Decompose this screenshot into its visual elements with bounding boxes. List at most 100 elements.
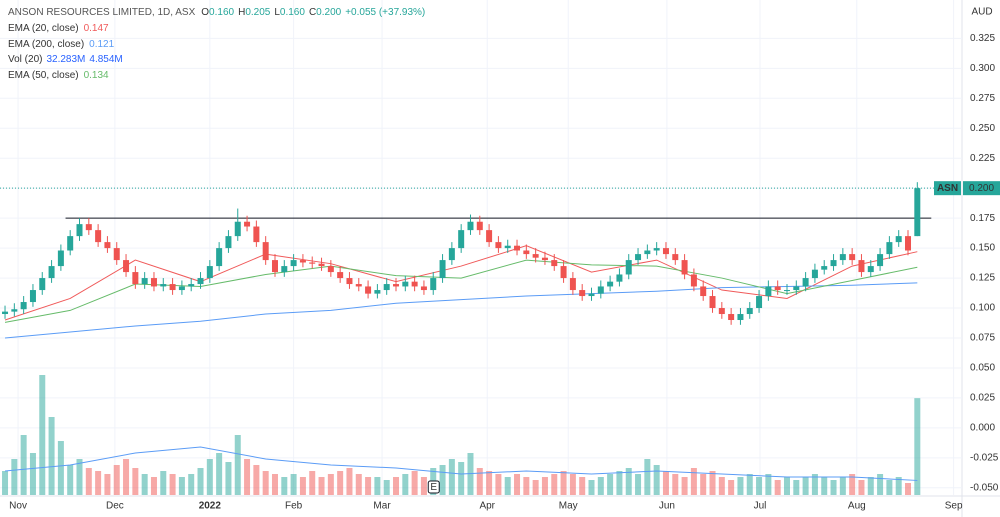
volume-bar bbox=[709, 471, 716, 495]
volume-bar bbox=[625, 468, 632, 495]
ohlc-value: 0.160 bbox=[209, 7, 234, 18]
legend-value: 0.147 bbox=[84, 23, 109, 34]
volume-bar bbox=[793, 480, 800, 495]
candle-body bbox=[579, 290, 586, 297]
y-tick-label: -0.025 bbox=[970, 452, 999, 463]
candle-body bbox=[402, 281, 409, 287]
candle-body bbox=[383, 284, 390, 291]
y-tick-label: 0.150 bbox=[970, 243, 995, 254]
volume-bar bbox=[560, 471, 567, 495]
volume-bar bbox=[867, 477, 874, 495]
candle-body bbox=[560, 266, 567, 279]
candle-body bbox=[774, 286, 781, 291]
volume-bar bbox=[607, 474, 614, 495]
candle-body bbox=[346, 278, 353, 285]
volume-bar bbox=[271, 474, 278, 495]
legend-row: EMA (50, close) 0.134 bbox=[8, 70, 109, 81]
volume-bar bbox=[95, 471, 102, 495]
candle-body bbox=[48, 266, 55, 279]
volume-bar bbox=[318, 477, 325, 495]
volume-bar bbox=[244, 459, 251, 495]
legend-name: Vol (20) bbox=[8, 54, 42, 65]
volume-bar bbox=[346, 468, 353, 495]
candle-body bbox=[411, 281, 418, 287]
volume-bar bbox=[299, 477, 306, 495]
y-tick-label: 0.000 bbox=[970, 423, 995, 434]
change: +0.055 (+37.93%) bbox=[345, 7, 425, 18]
legend-value: 0.134 bbox=[84, 70, 109, 81]
volume-bar bbox=[811, 474, 818, 495]
volume-bar bbox=[504, 477, 511, 495]
volume-bar bbox=[383, 480, 390, 495]
volume-bar bbox=[169, 474, 176, 495]
candle-body bbox=[709, 296, 716, 309]
candle-body bbox=[700, 286, 707, 297]
candle-body bbox=[635, 254, 642, 261]
volume-bar bbox=[588, 480, 595, 495]
currency: AUD bbox=[971, 7, 992, 18]
volume-bar bbox=[653, 465, 660, 495]
volume-bar bbox=[877, 474, 884, 495]
candle-body bbox=[104, 242, 111, 249]
candle-body bbox=[495, 242, 502, 249]
candle-body bbox=[169, 284, 176, 291]
x-tick-label: 2022 bbox=[199, 501, 222, 512]
volume-bar bbox=[39, 375, 46, 495]
candle-body bbox=[113, 248, 120, 261]
ema-line bbox=[4, 282, 918, 339]
volume-bar bbox=[337, 471, 344, 495]
candle-body bbox=[420, 286, 427, 291]
candle-body bbox=[244, 221, 251, 227]
volume-bar bbox=[411, 471, 418, 495]
volume-bar bbox=[113, 465, 120, 495]
candle-body bbox=[821, 266, 828, 270]
volume-bar bbox=[737, 477, 744, 495]
volume-bar bbox=[849, 474, 856, 495]
candle-body bbox=[877, 254, 884, 267]
candle-body bbox=[467, 221, 474, 231]
volume-bar bbox=[756, 477, 763, 495]
candle-body bbox=[653, 248, 660, 251]
volume-bar bbox=[309, 471, 316, 495]
x-tick-label: Feb bbox=[285, 501, 303, 512]
candle-body bbox=[690, 274, 697, 287]
candle-body bbox=[793, 286, 800, 291]
candle-body bbox=[783, 290, 790, 292]
y-tick-label: 0.050 bbox=[970, 363, 995, 374]
volume-bar bbox=[532, 480, 539, 495]
x-tick-label: Dec bbox=[106, 501, 124, 512]
x-tick-label: May bbox=[559, 501, 578, 512]
volume-bar bbox=[746, 474, 753, 495]
volume-bar bbox=[458, 462, 465, 495]
legend-row: Vol (20) 32.283M 4.854M bbox=[8, 54, 123, 65]
y-tick-label: 0.225 bbox=[970, 153, 995, 164]
candle-body bbox=[718, 308, 725, 315]
volume-bar bbox=[402, 474, 409, 495]
volume-bar bbox=[886, 480, 893, 495]
ohlc-key: L bbox=[274, 7, 280, 18]
candle-body bbox=[225, 236, 232, 249]
candle-body bbox=[197, 278, 204, 285]
candle-body bbox=[551, 260, 558, 267]
candle-body bbox=[123, 260, 130, 273]
volume-bar bbox=[20, 435, 27, 495]
volume-bar bbox=[728, 480, 735, 495]
x-tick-label: Sep bbox=[945, 501, 963, 512]
volume-bar bbox=[67, 465, 74, 495]
candle-body bbox=[355, 284, 362, 287]
volume-bar bbox=[895, 477, 902, 495]
candle-body bbox=[430, 278, 437, 291]
volume-bar bbox=[11, 459, 18, 495]
volume-bar bbox=[420, 477, 427, 495]
legend-name: EMA (20, close) bbox=[8, 23, 79, 34]
y-tick-label: 0.300 bbox=[970, 63, 995, 74]
volume-bar bbox=[29, 453, 36, 495]
y-tick-label: -0.050 bbox=[970, 482, 999, 493]
legend-row: EMA (20, close) 0.147 bbox=[8, 23, 109, 34]
volume-bar bbox=[858, 480, 865, 495]
candle-body bbox=[365, 286, 372, 294]
candle-body bbox=[216, 248, 223, 267]
event-marker bbox=[427, 480, 440, 494]
